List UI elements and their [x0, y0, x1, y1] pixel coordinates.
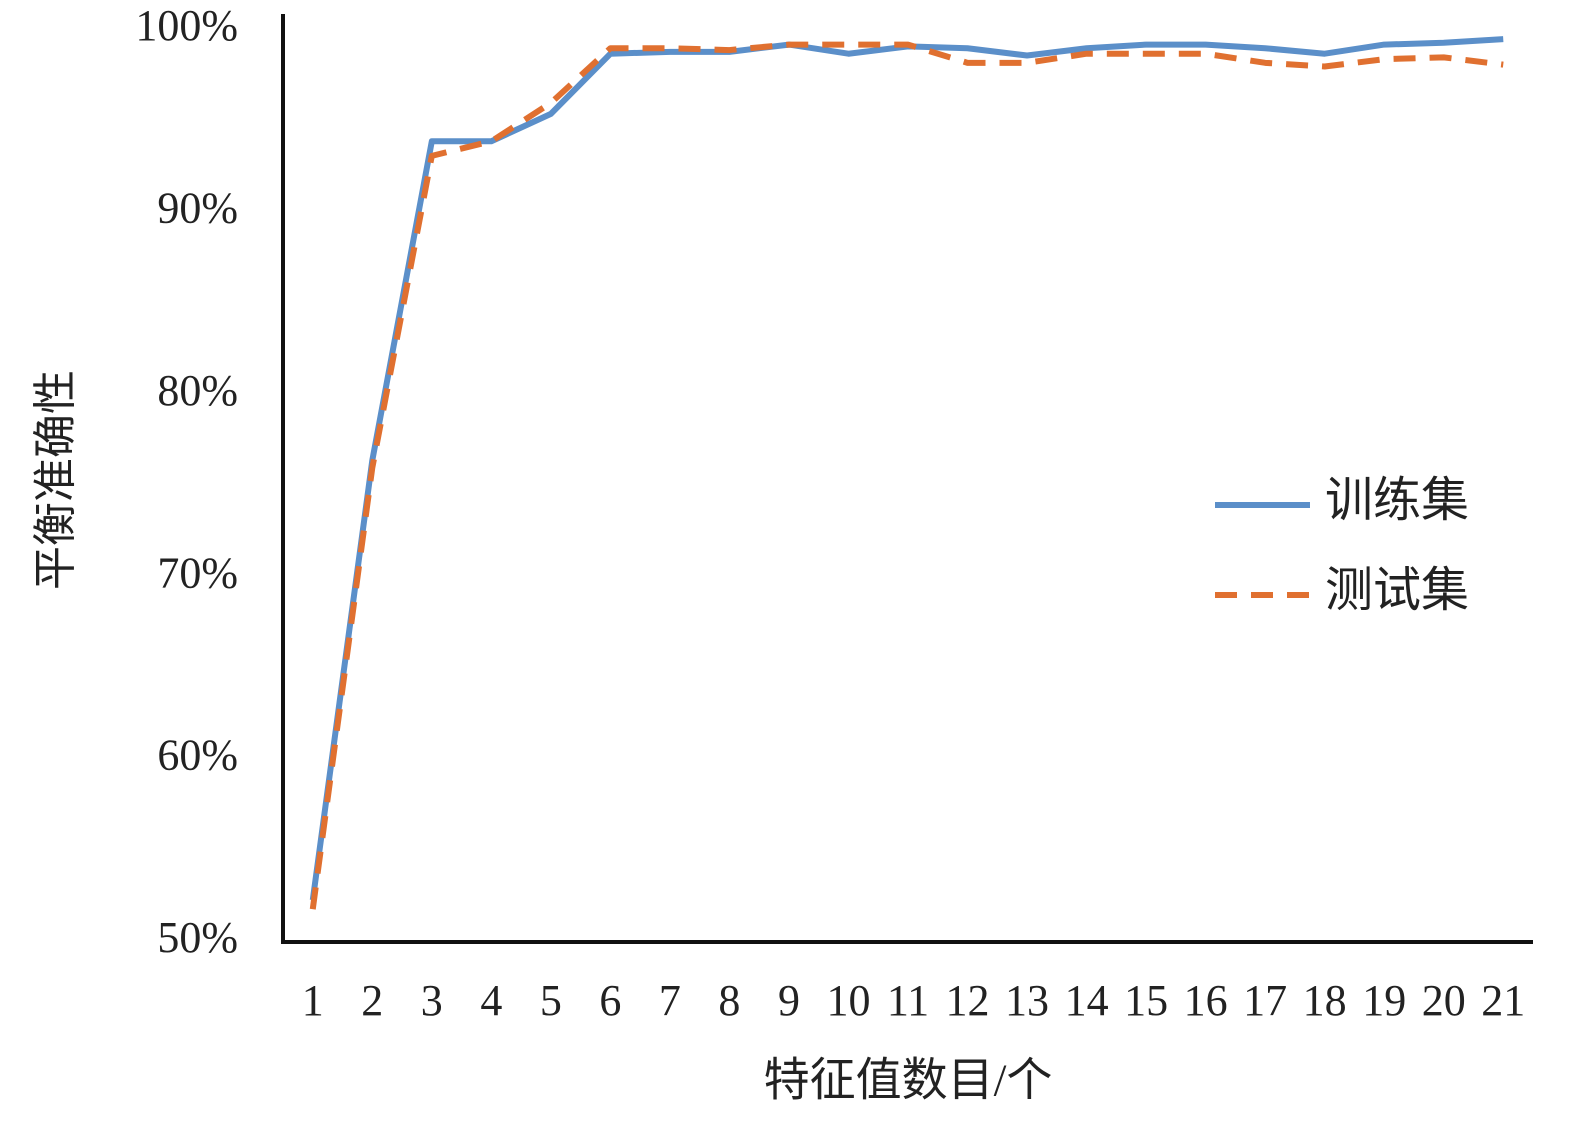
x-tick-label: 11: [887, 976, 929, 1025]
x-tick-label: 1: [302, 976, 324, 1025]
x-tick-label: 5: [540, 976, 562, 1025]
x-tick-label: 12: [946, 976, 990, 1025]
x-tick-label: 14: [1065, 976, 1109, 1025]
x-axis-label: 特征值数目/个: [764, 1055, 1053, 1106]
x-tick-label: 8: [718, 976, 740, 1025]
x-tick-label: 2: [361, 976, 383, 1025]
y-tick-label: 100%: [135, 1, 238, 50]
y-tick-label: 70%: [157, 548, 238, 597]
y-axis-label: 平衡准确性: [31, 370, 80, 590]
x-tick-label: 6: [599, 976, 621, 1025]
legend-label: 训练集: [1325, 474, 1469, 527]
x-tick-label: 20: [1422, 976, 1466, 1025]
y-tick-label: 60%: [157, 731, 238, 780]
x-tick-label: 19: [1362, 976, 1406, 1025]
x-tick-label: 9: [778, 976, 800, 1025]
x-tick-label: 21: [1481, 976, 1525, 1025]
series-line: [309, 36, 1504, 901]
x-tick-label: 13: [1005, 976, 1049, 1025]
y-tick-label: 90%: [157, 183, 238, 232]
x-tick-label: 18: [1303, 976, 1347, 1025]
x-tick-label: 10: [826, 976, 870, 1025]
legend-label: 测试集: [1325, 564, 1469, 617]
x-tick-label: 16: [1184, 976, 1228, 1025]
x-tick-label: 17: [1243, 976, 1287, 1025]
x-tick-label: 7: [659, 976, 681, 1025]
series-line: [309, 41, 1504, 910]
y-tick-label: 50%: [157, 913, 238, 962]
x-tick-label: 3: [421, 976, 443, 1025]
x-tick-label: 15: [1124, 976, 1168, 1025]
x-tick-label: 4: [480, 976, 502, 1025]
y-tick-label: 80%: [157, 366, 238, 415]
